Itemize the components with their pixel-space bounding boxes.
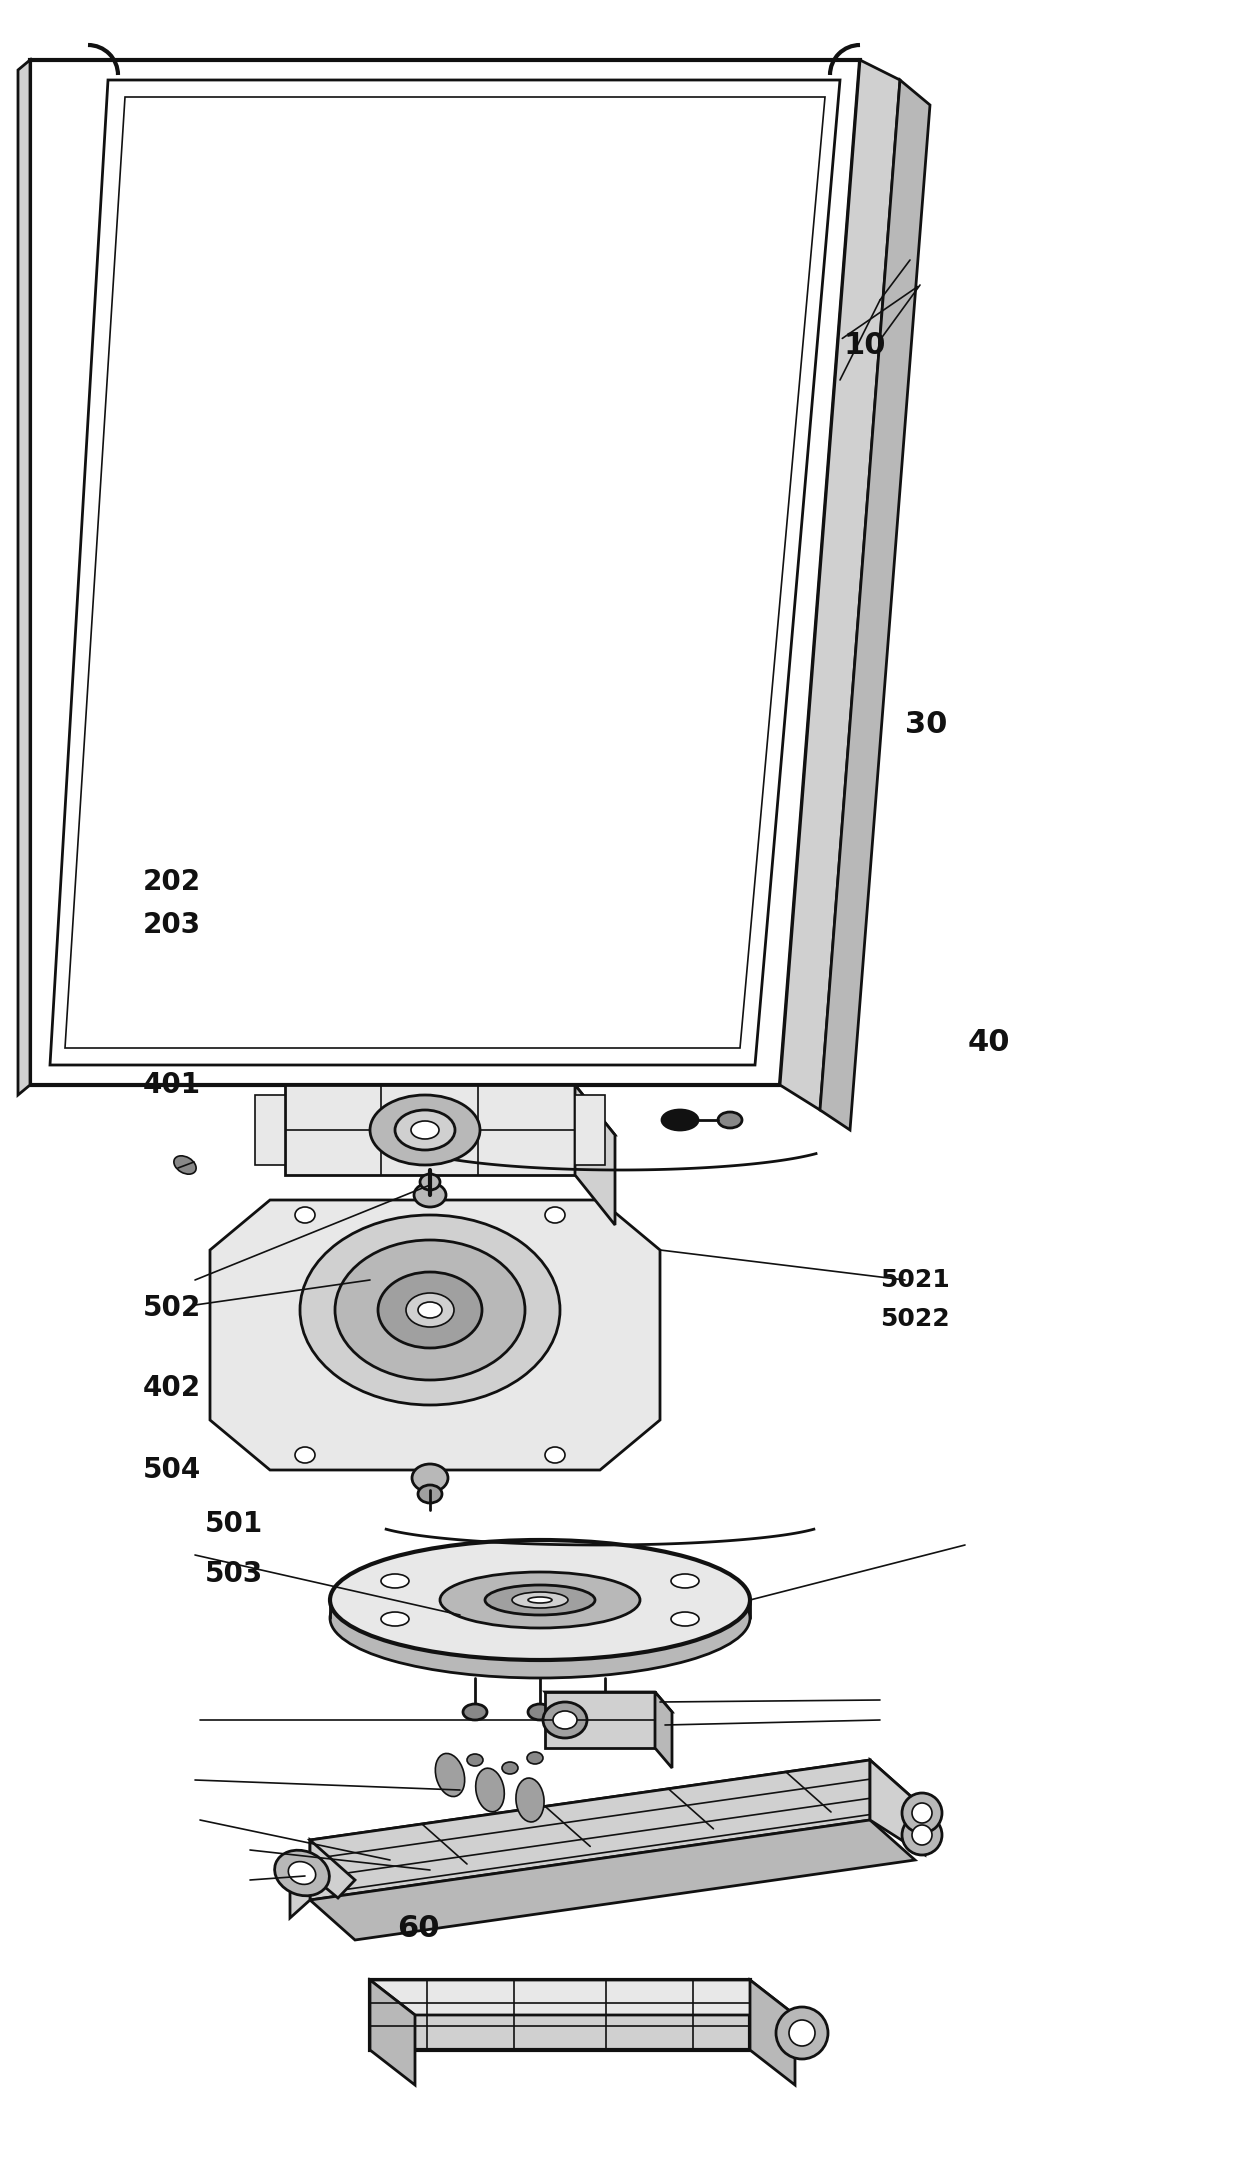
Polygon shape (546, 1693, 655, 1749)
Text: 502: 502 (143, 1295, 201, 1321)
Polygon shape (19, 61, 30, 1094)
Ellipse shape (396, 1109, 455, 1150)
Polygon shape (575, 1085, 615, 1226)
Text: 202: 202 (143, 869, 201, 895)
Ellipse shape (295, 1446, 315, 1464)
Ellipse shape (516, 1777, 544, 1823)
Polygon shape (780, 61, 900, 1109)
Ellipse shape (718, 1111, 742, 1129)
Ellipse shape (418, 1302, 441, 1319)
Ellipse shape (405, 1293, 454, 1327)
Ellipse shape (546, 1446, 565, 1464)
Ellipse shape (378, 1271, 482, 1347)
Ellipse shape (528, 1704, 552, 1721)
Text: 402: 402 (143, 1375, 201, 1401)
Text: 501: 501 (205, 1511, 263, 1537)
Ellipse shape (911, 1825, 932, 1844)
Ellipse shape (435, 1753, 465, 1797)
Text: 504: 504 (143, 1457, 201, 1483)
Ellipse shape (289, 1861, 316, 1885)
Ellipse shape (300, 1215, 560, 1405)
Polygon shape (310, 1820, 915, 1939)
Ellipse shape (414, 1183, 446, 1206)
Polygon shape (546, 1693, 672, 1712)
Text: 30: 30 (905, 709, 947, 739)
Polygon shape (655, 1693, 672, 1769)
Ellipse shape (420, 1174, 440, 1189)
Text: 5022: 5022 (880, 1306, 950, 1332)
Ellipse shape (546, 1206, 565, 1224)
Ellipse shape (593, 1704, 618, 1721)
Ellipse shape (418, 1485, 441, 1503)
Text: 401: 401 (143, 1072, 201, 1098)
Ellipse shape (412, 1464, 448, 1492)
Ellipse shape (528, 1598, 552, 1602)
Ellipse shape (901, 1792, 942, 1833)
Ellipse shape (789, 2019, 815, 2045)
Ellipse shape (463, 1704, 487, 1721)
Ellipse shape (330, 1539, 750, 1660)
Ellipse shape (502, 1762, 518, 1775)
Ellipse shape (440, 1572, 640, 1628)
Ellipse shape (671, 1613, 699, 1626)
Text: 203: 203 (143, 912, 201, 938)
Ellipse shape (553, 1710, 577, 1730)
Ellipse shape (901, 1816, 942, 1855)
Polygon shape (290, 1840, 355, 1918)
Ellipse shape (485, 1585, 595, 1615)
Polygon shape (285, 1085, 615, 1135)
Polygon shape (255, 1094, 285, 1165)
Polygon shape (285, 1085, 575, 1174)
Polygon shape (64, 97, 825, 1049)
Polygon shape (750, 1980, 795, 2084)
Polygon shape (30, 61, 861, 1085)
Polygon shape (210, 1200, 660, 1470)
Ellipse shape (512, 1591, 568, 1609)
Ellipse shape (335, 1241, 525, 1379)
Ellipse shape (662, 1109, 698, 1131)
Ellipse shape (467, 1753, 484, 1766)
Polygon shape (575, 1094, 605, 1165)
Ellipse shape (174, 1157, 196, 1174)
Ellipse shape (476, 1769, 505, 1812)
Ellipse shape (370, 1094, 480, 1165)
Polygon shape (310, 1760, 870, 1900)
Ellipse shape (295, 1206, 315, 1224)
Polygon shape (310, 1760, 915, 1881)
Text: 40: 40 (967, 1027, 1009, 1057)
Text: 10: 10 (843, 331, 885, 361)
Ellipse shape (911, 1803, 932, 1823)
Text: 503: 503 (205, 1561, 263, 1587)
Ellipse shape (274, 1851, 330, 1896)
Polygon shape (820, 80, 930, 1131)
Polygon shape (870, 1760, 925, 1855)
Ellipse shape (410, 1122, 439, 1139)
Ellipse shape (776, 2006, 828, 2058)
Ellipse shape (381, 1574, 409, 1587)
Ellipse shape (543, 1701, 587, 1738)
Text: 60: 60 (397, 1913, 439, 1944)
Ellipse shape (330, 1559, 750, 1678)
Text: 5021: 5021 (880, 1267, 950, 1293)
Polygon shape (50, 80, 839, 1066)
Ellipse shape (381, 1613, 409, 1626)
Polygon shape (370, 1980, 750, 2050)
Ellipse shape (671, 1574, 699, 1587)
Polygon shape (370, 1980, 415, 2084)
Ellipse shape (527, 1751, 543, 1764)
Polygon shape (370, 1980, 795, 2015)
